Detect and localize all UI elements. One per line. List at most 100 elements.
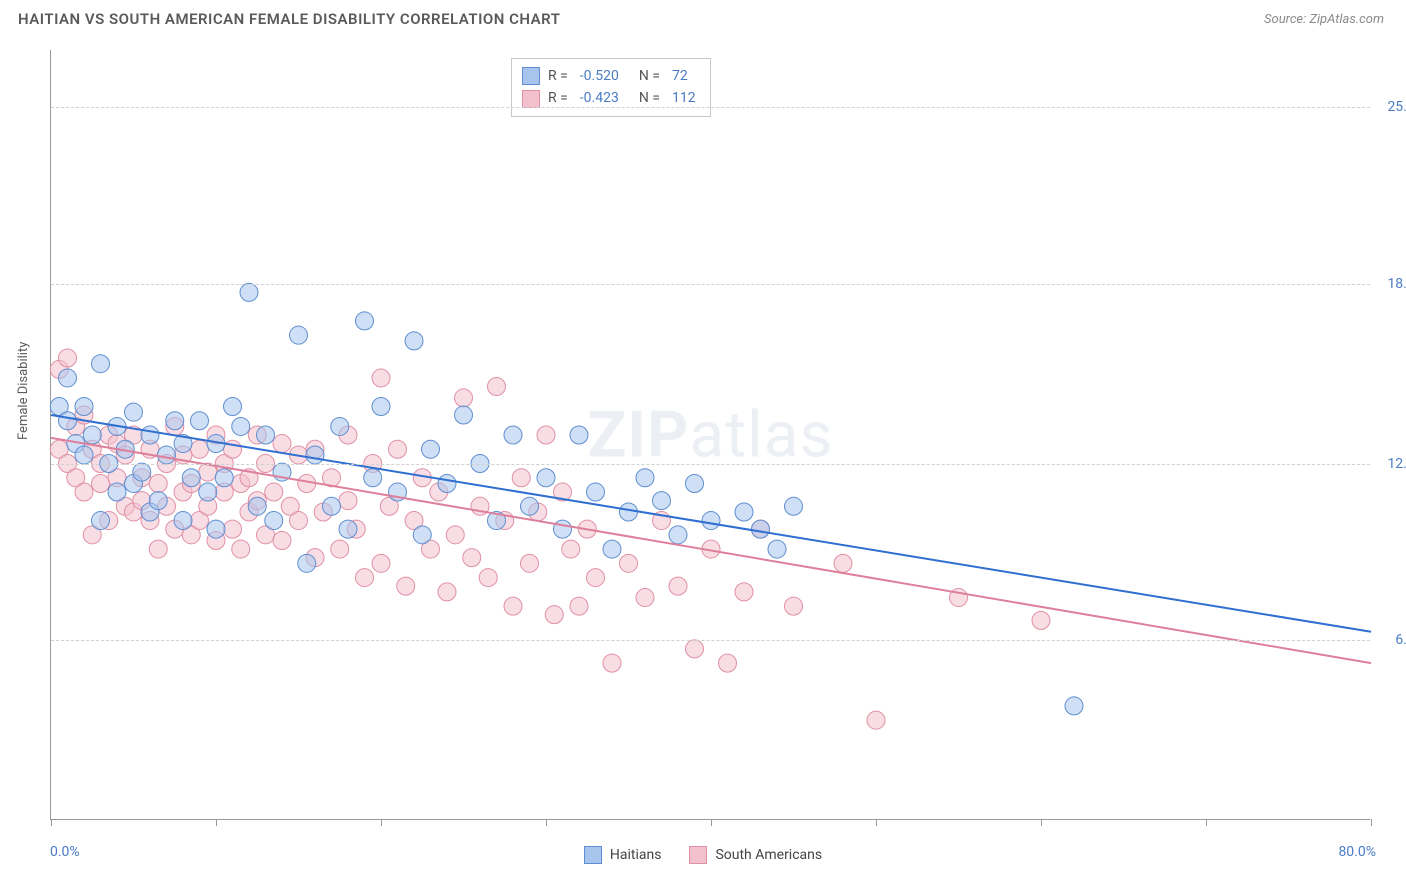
scatter-point — [59, 369, 77, 387]
x-tick — [711, 819, 712, 826]
scatter-point — [438, 474, 456, 492]
scatter-point — [298, 554, 316, 572]
scatter-point — [339, 520, 357, 538]
scatter-point — [389, 440, 407, 458]
scatter-point — [356, 569, 374, 587]
scatter-point — [504, 597, 522, 615]
scatter-point — [636, 469, 654, 487]
scatter-point — [92, 474, 110, 492]
x-tick — [546, 819, 547, 826]
scatter-point — [331, 540, 349, 558]
scatter-point — [356, 312, 374, 330]
scatter-point — [191, 440, 209, 458]
scatter-point — [545, 606, 563, 624]
scatter-point — [867, 711, 885, 729]
scatter-point — [686, 474, 704, 492]
legend-n-value: 72 — [672, 65, 688, 87]
y-tick-label: 18.8% — [1387, 276, 1406, 292]
scatter-point — [735, 583, 753, 601]
scatter-point — [75, 483, 93, 501]
scatter-point — [620, 554, 638, 572]
chart-svg — [51, 50, 1370, 819]
legend-swatch — [584, 846, 602, 864]
legend-row: R =-0.520N =72 — [522, 65, 696, 87]
scatter-point — [372, 554, 390, 572]
scatter-point — [455, 406, 473, 424]
scatter-point — [92, 512, 110, 530]
x-tick — [1206, 819, 1207, 826]
scatter-point — [422, 440, 440, 458]
scatter-point — [265, 512, 283, 530]
y-axis-label: Female Disability — [16, 342, 31, 440]
x-tick — [51, 819, 52, 826]
scatter-point — [587, 569, 605, 587]
scatter-point — [273, 435, 291, 453]
scatter-point — [537, 426, 555, 444]
scatter-point — [405, 332, 423, 350]
source-name: ZipAtlas.com — [1309, 12, 1384, 27]
scatter-point — [636, 589, 654, 607]
scatter-point — [413, 526, 431, 544]
y-tick-label: 12.5% — [1387, 456, 1406, 472]
scatter-point — [669, 577, 687, 595]
scatter-point — [504, 426, 522, 444]
legend-r-label: R = — [548, 65, 568, 87]
scatter-point — [463, 549, 481, 567]
grid-line — [51, 640, 1370, 641]
chart-header: HAITIAN VS SOUTH AMERICAN FEMALE DISABIL… — [0, 0, 1406, 36]
x-tick — [1041, 819, 1042, 826]
x-tick — [381, 819, 382, 826]
scatter-point — [92, 355, 110, 373]
scatter-point — [306, 446, 324, 464]
scatter-point — [587, 483, 605, 501]
scatter-point — [248, 497, 266, 515]
scatter-point — [339, 492, 357, 510]
scatter-point — [479, 569, 497, 587]
scatter-point — [207, 520, 225, 538]
grid-line — [51, 284, 1370, 285]
scatter-point — [603, 540, 621, 558]
scatter-point — [834, 554, 852, 572]
y-tick-label: 25.0% — [1387, 99, 1406, 115]
series-legend-label: Haitians — [610, 847, 662, 863]
scatter-point — [290, 512, 308, 530]
scatter-point — [83, 426, 101, 444]
scatter-point — [59, 412, 77, 430]
scatter-point — [735, 503, 753, 521]
scatter-point — [59, 349, 77, 367]
legend-r-value: -0.520 — [580, 65, 619, 87]
scatter-point — [141, 426, 159, 444]
scatter-point — [397, 577, 415, 595]
legend-swatch — [689, 846, 707, 864]
legend-swatch — [522, 90, 540, 108]
scatter-point — [512, 469, 530, 487]
scatter-point — [653, 492, 671, 510]
scatter-point — [149, 540, 167, 558]
scatter-point — [149, 492, 167, 510]
trend-line — [51, 415, 1371, 632]
scatter-point — [521, 497, 539, 515]
scatter-point — [323, 497, 341, 515]
scatter-point — [232, 540, 250, 558]
scatter-point — [620, 503, 638, 521]
series-legend-item: South Americans — [689, 846, 822, 864]
series-legend: Haitians South Americans — [0, 846, 1406, 864]
x-tick — [1371, 819, 1372, 826]
scatter-point — [562, 540, 580, 558]
scatter-point — [768, 540, 786, 558]
scatter-point — [182, 469, 200, 487]
scatter-point — [372, 397, 390, 415]
scatter-point — [364, 469, 382, 487]
series-legend-label: South Americans — [715, 847, 822, 863]
y-tick-label: 6.3% — [1395, 632, 1406, 648]
scatter-point — [521, 554, 539, 572]
scatter-point — [290, 326, 308, 344]
scatter-point — [149, 474, 167, 492]
scatter-point — [1065, 697, 1083, 715]
scatter-point — [224, 520, 242, 538]
scatter-point — [603, 654, 621, 672]
scatter-point — [166, 412, 184, 430]
source-prefix: Source: — [1264, 12, 1309, 27]
scatter-point — [158, 446, 176, 464]
chart-plot-area: ZIPatlas R =-0.520N =72R =-0.423N =112 6… — [50, 50, 1370, 820]
